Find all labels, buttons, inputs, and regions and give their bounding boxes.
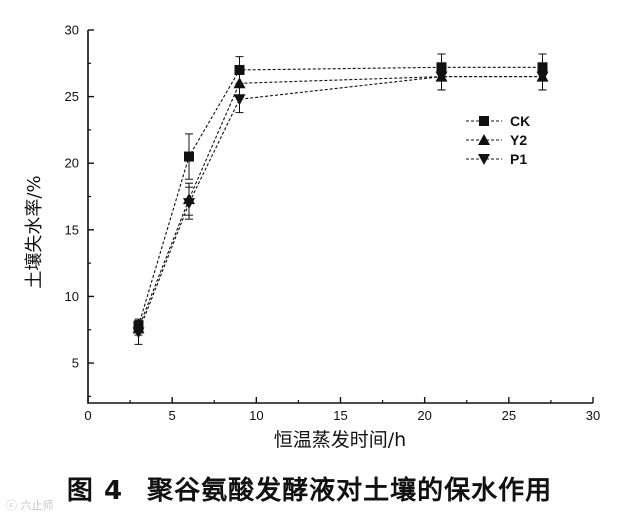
legend: CK Y2 P1 bbox=[466, 113, 530, 167]
x-tick-label: 20 bbox=[417, 408, 431, 423]
data-point bbox=[435, 71, 448, 83]
legend-label: Y2 bbox=[510, 132, 527, 148]
axes: 0 5 10 15 20 25 30 5 10 15 20 25 30 bbox=[65, 23, 601, 424]
y-axis-label: 土壤失水率/% bbox=[24, 175, 45, 288]
data-point bbox=[184, 151, 194, 162]
plot-area bbox=[132, 53, 549, 345]
x-tick-label: 0 bbox=[84, 408, 91, 423]
x-tick-label: 30 bbox=[586, 408, 600, 423]
legend-item-p1: P1 bbox=[466, 151, 527, 167]
series-line bbox=[137, 76, 543, 333]
x-axis-label: 恒温蒸发时间/h bbox=[274, 429, 406, 451]
y-tick-label: 25 bbox=[65, 89, 79, 104]
data-point bbox=[132, 327, 145, 339]
figure-number: 图 4 bbox=[66, 476, 124, 506]
x-tick-label: 10 bbox=[249, 408, 263, 423]
series-ck bbox=[133, 53, 548, 333]
legend-item-y2: Y2 bbox=[466, 132, 527, 148]
legend-marker bbox=[478, 134, 490, 145]
series-y2 bbox=[132, 62, 549, 336]
x-tick-label: 25 bbox=[502, 408, 516, 423]
y-tick-label: 10 bbox=[65, 289, 79, 304]
legend-label: CK bbox=[510, 113, 530, 129]
figure-caption: 图 4 聚谷氨酸发酵液对土壤的保水作用 bbox=[0, 470, 619, 507]
watermark: ⓒ 六止师 bbox=[6, 499, 54, 512]
series-line bbox=[137, 66, 543, 326]
legend-marker bbox=[479, 116, 489, 126]
legend-marker bbox=[478, 154, 490, 165]
figure-title: 聚谷氨酸发酵液对土壤的保水作用 bbox=[147, 476, 553, 506]
data-point bbox=[183, 198, 195, 210]
x-tick-label: 5 bbox=[169, 408, 176, 423]
y-tick-label: 15 bbox=[65, 222, 79, 237]
data-point bbox=[536, 71, 549, 83]
legend-item-ck: CK bbox=[466, 113, 530, 129]
y-tick-label: 30 bbox=[65, 23, 79, 38]
series-line bbox=[137, 76, 543, 329]
legend-label: P1 bbox=[510, 151, 527, 167]
y-tick-label: 20 bbox=[65, 156, 79, 171]
x-tick-label: 15 bbox=[333, 408, 347, 423]
data-point bbox=[233, 94, 246, 106]
series-p1 bbox=[132, 62, 549, 345]
y-tick-label: 5 bbox=[72, 356, 79, 371]
axis-lines bbox=[87, 30, 593, 404]
